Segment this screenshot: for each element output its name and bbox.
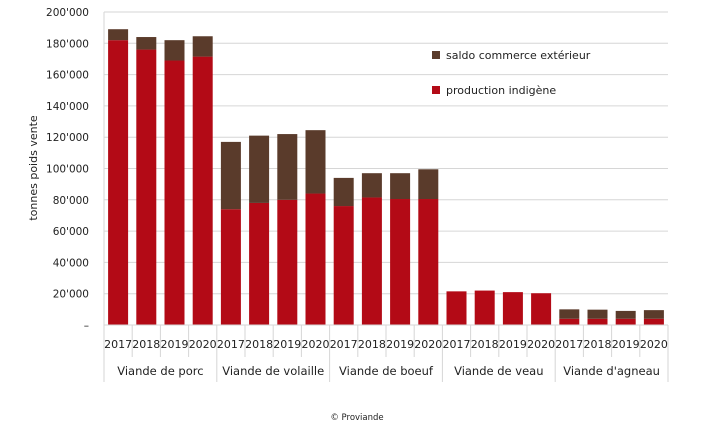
y-tick-label: 140'000 xyxy=(46,101,89,113)
bar-saldo xyxy=(615,310,636,319)
y-axis-label: tonnes poids vente xyxy=(27,115,40,221)
bar-saldo xyxy=(643,310,664,319)
y-tick-label: 180'000 xyxy=(46,38,89,50)
x-group-label: Viande d'agneau xyxy=(563,364,660,378)
bar-production xyxy=(531,293,552,325)
bar-saldo xyxy=(249,135,270,203)
x-group-label: Viande de veau xyxy=(454,364,543,378)
x-tick-year: 2017 xyxy=(217,338,245,351)
bar-production xyxy=(643,318,664,325)
bar-production xyxy=(277,199,298,325)
bar-production xyxy=(333,206,354,325)
x-tick-year: 2019 xyxy=(386,338,414,351)
bar-production xyxy=(164,60,185,325)
bar-production xyxy=(587,318,608,325)
y-tick-label: 60'000 xyxy=(53,226,89,238)
bar-production xyxy=(136,49,157,326)
bar-production xyxy=(305,193,326,325)
y-tick-label: 200'000 xyxy=(46,7,89,19)
bar-saldo xyxy=(333,177,354,207)
x-group-label: Viande de volaille xyxy=(222,364,324,378)
x-tick-year: 2018 xyxy=(358,338,386,351)
legend-swatch xyxy=(432,51,440,59)
legend-label: saldo commerce extérieur xyxy=(446,49,591,62)
bar-production xyxy=(559,318,580,325)
bar-saldo xyxy=(559,309,580,319)
bar-production xyxy=(192,56,213,325)
bar-production xyxy=(446,291,467,325)
bar-saldo xyxy=(192,36,213,57)
bar-production xyxy=(502,292,523,325)
bar-production xyxy=(220,209,241,325)
bar-saldo xyxy=(418,169,439,200)
y-tick-label: 80'000 xyxy=(53,195,89,207)
bar-production xyxy=(249,202,270,325)
bar-saldo xyxy=(305,130,326,194)
x-tick-year: 2019 xyxy=(273,338,301,351)
x-tick-year: 2019 xyxy=(161,338,189,351)
bar-saldo xyxy=(164,40,185,61)
y-tick-label: 160'000 xyxy=(46,70,89,82)
bar-saldo xyxy=(361,173,382,198)
y-tick-label: 40'000 xyxy=(53,257,89,269)
x-tick-year: 2018 xyxy=(132,338,160,351)
x-tick-year: 2019 xyxy=(499,338,527,351)
y-tick-label: – xyxy=(84,320,89,332)
x-tick-year: 2020 xyxy=(189,338,217,351)
x-tick-year: 2017 xyxy=(330,338,358,351)
x-tick-year: 2018 xyxy=(245,338,273,351)
y-tick-label: 20'000 xyxy=(53,289,89,301)
bar-production xyxy=(390,199,411,325)
bar-production xyxy=(108,40,129,326)
bar-saldo xyxy=(587,309,608,319)
x-group-label: Viande de porc xyxy=(117,364,203,378)
y-tick-label: 120'000 xyxy=(46,132,89,144)
legend-swatch xyxy=(432,86,440,94)
x-group-label: Viande de boeuf xyxy=(339,364,434,378)
x-tick-year: 2017 xyxy=(443,338,471,351)
bar-production xyxy=(361,197,382,325)
bar-saldo xyxy=(277,134,298,200)
bar-saldo xyxy=(220,141,241,210)
x-tick-year: 2019 xyxy=(612,338,640,351)
bar-saldo xyxy=(108,29,129,41)
y-tick-label: 100'000 xyxy=(46,164,89,176)
x-tick-year: 2020 xyxy=(527,338,555,351)
x-tick-year: 2020 xyxy=(302,338,330,351)
x-tick-year: 2020 xyxy=(414,338,442,351)
bar-production xyxy=(418,199,439,325)
x-tick-year: 2018 xyxy=(584,338,612,351)
x-tick-year: 2018 xyxy=(471,338,499,351)
x-tick-year: 2017 xyxy=(555,338,583,351)
bar-saldo xyxy=(136,37,157,50)
x-tick-year: 2017 xyxy=(104,338,132,351)
x-tick-year: 2020 xyxy=(640,338,668,351)
footer-credit: © Proviande xyxy=(330,413,383,423)
bar-production xyxy=(615,318,636,325)
bar-production xyxy=(474,290,495,325)
bar-saldo xyxy=(390,173,411,200)
legend-label: production indigène xyxy=(446,84,556,97)
